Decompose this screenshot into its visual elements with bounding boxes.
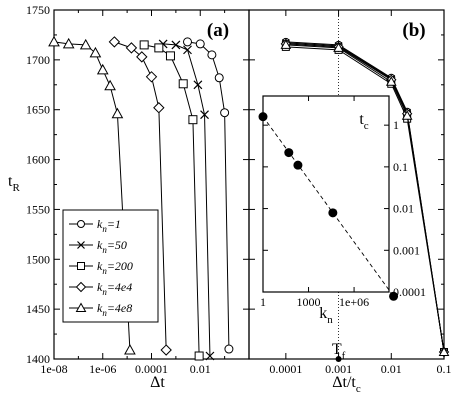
data-point <box>183 45 192 55</box>
y-tick-label: 1700 <box>26 53 50 67</box>
x-tick-label: 0.0001 <box>269 362 302 376</box>
legend-label: kn=1 <box>97 217 121 234</box>
inset-x-axis-title: kn <box>319 305 333 326</box>
data-point <box>139 40 149 50</box>
y-tick-label: 1650 <box>26 103 50 117</box>
data-point <box>124 343 136 355</box>
inset-data-point <box>258 112 268 122</box>
inset-x-tick-label: 1e+06 <box>339 295 369 309</box>
data-point <box>183 37 193 47</box>
inset-y-tick-label: 0.001 <box>393 243 420 257</box>
inset-data-point <box>293 160 303 170</box>
series-line-k_n=1 <box>187 41 230 350</box>
data-point <box>108 36 121 48</box>
inset-x-tick-label: 1 <box>260 295 266 309</box>
legend-label: kn=4e4 <box>97 280 132 297</box>
reference-marker <box>335 356 342 362</box>
data-point <box>153 102 165 114</box>
x-tick-label: 0.01 <box>381 362 402 376</box>
legend-label: kn=200 <box>97 259 133 276</box>
y-axis-title: tR <box>8 173 20 194</box>
legend-marker <box>77 241 85 249</box>
panel-a: 1400 1450 1500 1550 1600 1650 1700 1750 1e-08 1e-… <box>8 3 250 391</box>
reference-label: Tf <box>332 341 346 362</box>
data-point <box>145 71 158 83</box>
x-axis-title: Δt <box>150 374 165 391</box>
legend-marker <box>75 281 87 293</box>
data-point <box>194 351 204 361</box>
data-point <box>178 79 188 89</box>
x-axis-title: Δt/tc <box>332 374 361 395</box>
x-tick-label: 1e-08 <box>40 362 67 376</box>
panel-b: 0.0001 0.001 0.01 0.1 Δt/tc (b) Tf <box>248 9 452 395</box>
data-point <box>207 50 217 60</box>
y-tick-label: 1400 <box>26 352 50 366</box>
legend-marker <box>77 262 85 270</box>
y-tick-label: 1500 <box>26 252 50 266</box>
y-tick-label: 1450 <box>26 302 50 316</box>
data-point <box>125 42 138 54</box>
legend: kn=1 kn=50 kn=200 kn=4e4 kn=4e8 <box>62 209 159 323</box>
inset-data-point <box>328 208 338 218</box>
inset-data-point <box>284 148 294 158</box>
data-point <box>188 115 198 125</box>
inset-x-tick-label: 1000 <box>297 295 321 309</box>
data-point <box>154 43 164 53</box>
x-tick-label: 0.001 <box>325 362 352 376</box>
data-point <box>104 79 116 91</box>
inset-fit-line <box>262 116 394 297</box>
y-tick-label: 1600 <box>26 153 50 167</box>
x-tick-label: 0.0001 <box>135 362 168 376</box>
inset-frame <box>262 95 390 293</box>
x-tick-label: 0.01 <box>190 362 211 376</box>
y-tick-label: 1550 <box>26 202 50 216</box>
legend-label: kn=50 <box>97 238 127 255</box>
x-tick-label: 1e-06 <box>89 362 116 376</box>
data-point <box>280 39 292 49</box>
legend-marker <box>77 220 85 228</box>
data-point <box>89 46 102 58</box>
data-point <box>401 110 413 120</box>
legend-label: kn=4e8 <box>97 301 132 318</box>
inset-panel: 1 1000 1e+06 1 0.1 0.01 0.001 0.0001 tc kn <box>258 95 426 326</box>
y-tick-label: 1750 <box>26 3 50 17</box>
inset-y-tick-label: 0.1 <box>393 160 408 174</box>
data-point <box>438 346 450 357</box>
data-point <box>96 63 109 75</box>
data-point <box>200 110 209 120</box>
panel-tag-b: (b) <box>402 20 425 41</box>
inset-y-axis-title: tc <box>359 111 368 132</box>
data-point <box>160 344 172 356</box>
data-point <box>214 73 224 83</box>
data-point <box>165 51 175 61</box>
data-point <box>220 108 230 118</box>
data-point <box>62 37 75 49</box>
data-point <box>111 107 124 119</box>
data-point <box>195 39 205 49</box>
data-point <box>385 76 397 86</box>
data-point <box>205 351 215 361</box>
panel-tag-a: (a) <box>207 20 229 41</box>
data-point <box>79 38 92 50</box>
inset-y-tick-label: 0.01 <box>393 202 414 216</box>
data-point <box>48 35 60 47</box>
inset-y-tick-label: 1 <box>393 118 399 132</box>
x-tick-label: 0.1 <box>437 362 452 376</box>
legend-marker <box>75 302 87 312</box>
inset-y-tick-label: 0.0001 <box>393 285 426 299</box>
data-point <box>171 40 181 50</box>
data-point <box>224 344 234 354</box>
data-point <box>136 51 148 63</box>
inset-data-point <box>389 291 399 301</box>
data-point <box>333 42 344 52</box>
series-line-k_n=50 <box>163 43 211 357</box>
data-point <box>193 80 203 90</box>
